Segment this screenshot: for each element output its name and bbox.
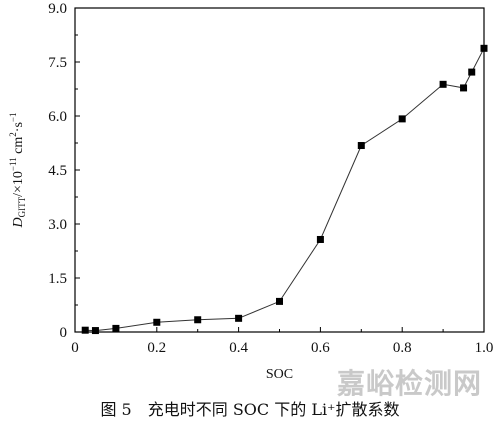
y-axis-title-unit-b: cm	[11, 137, 26, 158]
watermark: 嘉峪检测网	[336, 367, 482, 400]
series-points	[81, 44, 488, 335]
y-axis-title-sub: GITT	[17, 196, 27, 217]
plot-axes	[74, 7, 485, 333]
data-point	[153, 318, 161, 326]
x-axis-title: SOC	[266, 367, 293, 382]
data-point	[357, 142, 365, 150]
data-point	[439, 80, 447, 88]
data-point	[468, 68, 476, 76]
series-polyline	[85, 48, 485, 332]
data-point	[398, 115, 406, 123]
x-axis-ticks: 0 0.2 0.4 0.6 0.8 1.0	[71, 327, 493, 356]
data-point	[316, 235, 324, 243]
series-line	[85, 48, 485, 332]
y-axis-title: DGITT/×10−11 cm2·s−1	[8, 113, 27, 229]
x-tick-label: 1.0	[475, 340, 494, 356]
y-tick-label: 1.5	[48, 271, 67, 287]
y-axis-ticks: 0 1.5 3.0 4.5 6.0 7.5 9.0	[48, 1, 80, 341]
x-tick-label: 0.2	[147, 340, 166, 356]
data-point	[276, 297, 283, 305]
y-tick-label: 3.0	[48, 217, 67, 233]
y-tick-label: 0	[60, 325, 68, 341]
data-point	[112, 324, 120, 332]
y-tick-label: 4.5	[48, 163, 67, 179]
plot-frame	[74, 7, 485, 333]
data-point	[81, 326, 89, 334]
data-point	[480, 44, 488, 52]
x-tick-label: 0	[71, 340, 79, 356]
data-point	[235, 314, 243, 322]
y-tick-label: 6.0	[48, 109, 67, 125]
y-tick-label: 7.5	[48, 55, 67, 71]
y-axis-title-main: D	[11, 217, 26, 228]
y-axis-title-exp-a: −11	[8, 157, 18, 171]
x-tick-label: 0.8	[393, 340, 412, 356]
y-axis-title-unit-a: /×10	[11, 171, 26, 197]
y-axis-title-exp-c: −1	[8, 113, 18, 123]
data-point	[194, 316, 202, 324]
y-axis-title-exp-b: 2	[8, 132, 18, 137]
y-tick-label: 9.0	[48, 1, 67, 17]
data-point	[460, 84, 468, 92]
x-tick-label: 0.6	[311, 340, 330, 356]
x-tick-label: 0.4	[229, 340, 248, 356]
figure-caption: 图 5 充电时不同 SOC 下的 Li⁺扩散系数	[100, 400, 400, 419]
data-point	[91, 327, 99, 335]
y-axis-title-unit-c: ·s	[11, 122, 26, 132]
